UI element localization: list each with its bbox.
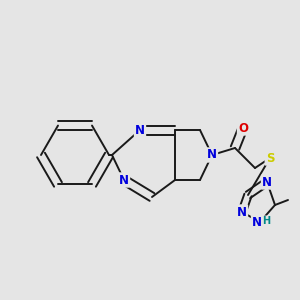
Text: N: N: [135, 124, 145, 136]
Text: O: O: [238, 122, 248, 134]
Text: S: S: [266, 152, 274, 164]
Text: N: N: [262, 176, 272, 188]
Text: N: N: [207, 148, 217, 161]
Text: N: N: [119, 173, 129, 187]
Text: N: N: [252, 215, 262, 229]
Text: H: H: [262, 216, 270, 226]
Text: N: N: [237, 206, 247, 218]
